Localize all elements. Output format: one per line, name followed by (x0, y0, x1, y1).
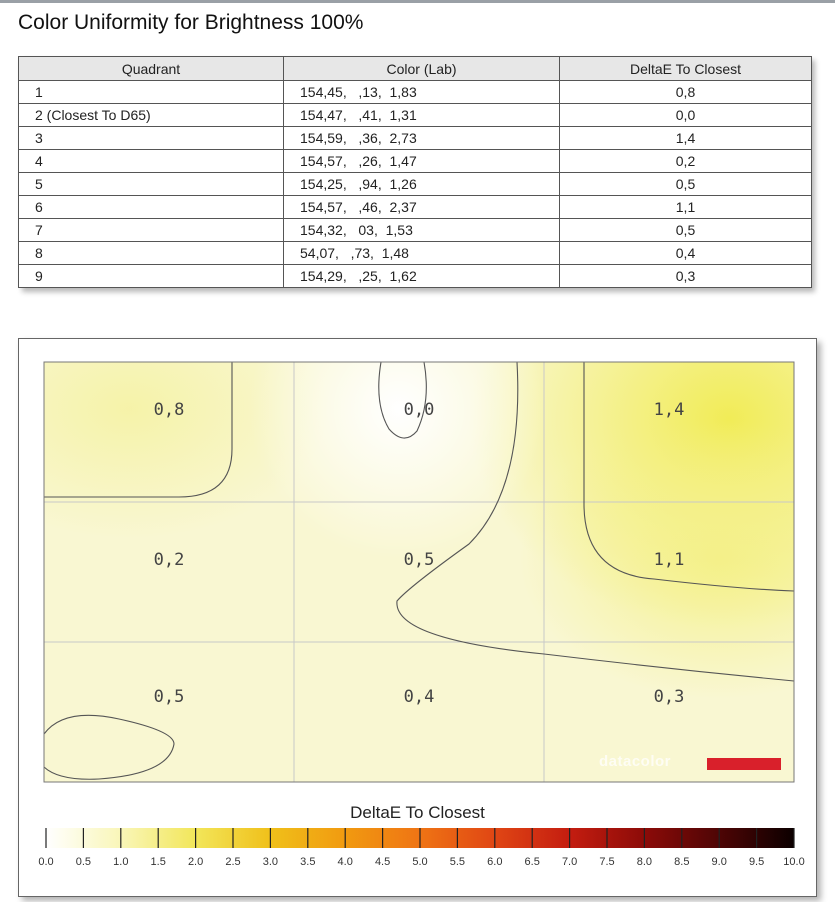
table-row: 9 154,29, ,25, 1,62 0,3 (18, 264, 812, 288)
colorbar-tick-label: 1.0 (113, 856, 128, 868)
header-quadrant: Quadrant (18, 56, 284, 81)
table-row: 4 154,57, ,26, 1,47 0,2 (18, 149, 812, 173)
heatmap-glow-cell-2 (249, 362, 549, 559)
cell-quadrant: 8 (18, 241, 284, 265)
cell-deltae: 0,5 (559, 172, 812, 196)
cell-color-lab: 154,57, ,26, 1,47 (283, 149, 560, 173)
quadrant-table: Quadrant Color (Lab) DeltaE To Closest 1… (18, 56, 812, 288)
heatmap-grid (44, 362, 794, 782)
table-row: 3 154,59, ,36, 2,73 1,4 (18, 126, 812, 150)
colorbar-tick-label: 0.0 (38, 856, 53, 868)
table-body: 1 154,45, ,13, 1,83 0,8 2 (Closest To D65) 1… (18, 80, 812, 288)
colorbar-tick-label: 8.0 (637, 856, 652, 868)
datacolor-watermark: datacolor (599, 753, 672, 770)
top-rule (0, 0, 835, 3)
cell-quadrant: 1 (18, 80, 284, 104)
cell-color-lab: 154,29, ,25, 1,62 (283, 264, 560, 288)
contour-line-top-center (378, 361, 427, 439)
colorbar-tick-label: 10.0 (783, 856, 804, 868)
cell-deltae: 1,1 (559, 195, 812, 219)
cell-deltae: 0,3 (559, 264, 812, 288)
cell-color-lab: 154,47, ,41, 1,31 (283, 103, 560, 127)
cell-quadrant: 4 (18, 149, 284, 173)
table-row: 8 54,07, ,73, 1,48 0,4 (18, 241, 812, 265)
cell-quadrant: 2 (Closest To D65) (18, 103, 284, 127)
colorbar-tick-label: 6.0 (487, 856, 502, 868)
cell-deltae: 1,4 (559, 126, 812, 150)
contour-line-right (583, 362, 795, 592)
datacolor-brand-bar (707, 758, 781, 770)
colorbar-tick-label: 2.5 (225, 856, 240, 868)
cell-value-label: 0,8 (154, 400, 185, 420)
heatmap-plot: 0,8 0,0 1,4 0,2 0,5 1,1 0,5 0,4 0,3 (43, 361, 795, 783)
cell-quadrant: 9 (18, 264, 284, 288)
colorbar-tick-label: 5.5 (450, 856, 465, 868)
contour-line-bottom-left (43, 714, 175, 780)
cell-color-lab: 154,45, ,13, 1,83 (283, 80, 560, 104)
header-deltae: DeltaE To Closest (559, 56, 812, 81)
table-row: 1 154,45, ,13, 1,83 0,8 (18, 80, 812, 104)
quadrant-table-container: Quadrant Color (Lab) DeltaE To Closest 1… (18, 56, 812, 288)
contour-line-center (396, 361, 795, 682)
header-color-lab: Color (Lab) (283, 56, 560, 81)
colorbar: 0.0 0.5 1.0 1.5 2.0 2.5 3.0 3.5 4.0 4.5 5.0 5.5 6.0 6… (38, 828, 805, 868)
cell-value-label: 0,5 (154, 687, 185, 707)
cell-quadrant: 3 (18, 126, 284, 150)
cell-color-lab: 154,57, ,46, 2,37 (283, 195, 560, 219)
cell-value-label: 0,5 (404, 550, 435, 570)
cell-value-label: 1,1 (654, 550, 685, 570)
cell-deltae: 0,4 (559, 241, 812, 265)
table-row: 5 154,25, ,94, 1,26 0,5 (18, 172, 812, 196)
cell-quadrant: 5 (18, 172, 284, 196)
contour-line-top-left (44, 362, 233, 498)
cell-deltae: 0,0 (559, 103, 812, 127)
table-header-row: Quadrant Color (Lab) DeltaE To Closest (18, 56, 812, 81)
colorbar-tick-label: 4.0 (338, 856, 353, 868)
colorbar-tick-label: 7.0 (562, 856, 577, 868)
cell-value-labels: 0,8 0,0 1,4 0,2 0,5 1,1 0,5 0,4 0,3 (154, 400, 685, 707)
colorbar-tick-label: 7.5 (599, 856, 614, 868)
page-title: Color Uniformity for Brightness 100% (18, 11, 364, 34)
heatmap-glow-cell-6 (519, 419, 794, 699)
cell-color-lab: 54,07, ,73, 1,48 (283, 241, 560, 265)
cell-value-label: 0,3 (654, 687, 685, 707)
uniformity-chart-panel: 0,8 0,0 1,4 0,2 0,5 1,1 0,5 0,4 0,3 datacolor De… (18, 338, 817, 897)
colorbar-title: DeltaE To Closest (350, 803, 485, 822)
table-row: 7 154,32, 03, 1,53 0,5 (18, 218, 812, 242)
colorbar-tick-label: 3.5 (300, 856, 315, 868)
cell-deltae: 0,5 (559, 218, 812, 242)
cell-value-label: 0,4 (404, 687, 435, 707)
colorbar-tick-label: 4.5 (375, 856, 390, 868)
table-row: 2 (Closest To D65) 154,47, ,41, 1,31 0,0 (18, 103, 812, 127)
colorbar-tick-label: 8.5 (674, 856, 689, 868)
colorbar-tick-label: 2.0 (188, 856, 203, 868)
colorbar-tick-label: 5.0 (412, 856, 427, 868)
cell-deltae: 0,2 (559, 149, 812, 173)
colorbar-tick-label: 9.0 (712, 856, 727, 868)
colorbar-tick-label: 1.5 (151, 856, 166, 868)
colorbar-ticks: 0.0 0.5 1.0 1.5 2.0 2.5 3.0 3.5 4.0 4.5 5.0 5.5 6.0 6… (38, 828, 805, 868)
colorbar-tick-label: 3.0 (263, 856, 278, 868)
cell-color-lab: 154,59, ,36, 2,73 (283, 126, 560, 150)
cell-quadrant: 7 (18, 218, 284, 242)
colorbar-tick-label: 9.5 (749, 856, 764, 868)
cell-quadrant: 6 (18, 195, 284, 219)
cell-value-label: 1,4 (654, 400, 685, 420)
plot-border (43, 361, 795, 783)
cell-color-lab: 154,25, ,94, 1,26 (283, 172, 560, 196)
table-row: 6 154,57, ,46, 2,37 1,1 (18, 195, 812, 219)
contour-lines (43, 361, 795, 780)
cell-deltae: 0,8 (559, 80, 812, 104)
colorbar-tick-label: 6.5 (525, 856, 540, 868)
cell-value-label: 0,0 (404, 400, 435, 420)
cell-color-lab: 154,32, 03, 1,53 (283, 218, 560, 242)
cell-value-label: 0,2 (154, 550, 185, 570)
colorbar-tick-label: 0.5 (76, 856, 91, 868)
